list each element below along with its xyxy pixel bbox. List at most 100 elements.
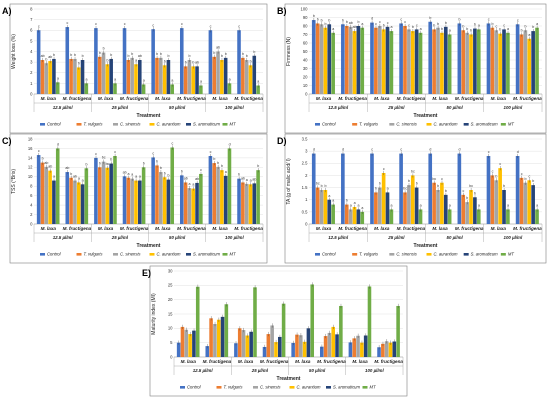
significance-letter: a bbox=[449, 204, 451, 208]
x-tick-label: M. fructigena bbox=[120, 226, 149, 231]
legend-label: C. sinensis bbox=[120, 122, 141, 127]
bar bbox=[126, 177, 131, 224]
significance-letter: a bbox=[143, 79, 145, 83]
bar bbox=[256, 85, 260, 94]
bar bbox=[370, 153, 374, 224]
legend-label: S. aromaticum bbox=[333, 385, 361, 390]
significance-letter: a bbox=[139, 175, 141, 179]
significance-letter: a bbox=[85, 77, 87, 81]
significance-letter: b bbox=[325, 22, 327, 26]
significance-letter: d bbox=[313, 148, 315, 152]
bar bbox=[352, 207, 357, 224]
bar bbox=[443, 194, 448, 224]
bar bbox=[315, 187, 320, 224]
bar bbox=[399, 23, 403, 95]
x-tick-label: M. fructigena bbox=[177, 226, 206, 231]
concentration-label: 25 µl/ml bbox=[111, 105, 129, 110]
y-tick-label: 40 bbox=[303, 57, 308, 62]
significance-letter: ab bbox=[65, 166, 69, 170]
legend-label: S. aromaticum bbox=[193, 252, 221, 257]
significance-letter: c bbox=[152, 23, 154, 27]
significance-letter: bc bbox=[106, 162, 110, 166]
bar bbox=[465, 202, 469, 224]
bar bbox=[151, 157, 155, 224]
significance-letter: ab bbox=[73, 175, 77, 179]
concentration-label: 25 µl/ml bbox=[387, 105, 405, 110]
bar bbox=[245, 335, 250, 357]
significance-letter: c bbox=[404, 20, 406, 24]
bar bbox=[348, 26, 353, 95]
x-tick-label: M. laxa bbox=[98, 226, 114, 231]
y-tick-label: 0 bbox=[305, 91, 308, 96]
chart-panel-5: E) 0 5 10 15 20 25 30 Maturity index (MI) M. laxa… bbox=[142, 265, 408, 397]
significance-letter: b bbox=[321, 18, 323, 22]
concentration-label: 100 µl/ml bbox=[504, 235, 523, 240]
bar bbox=[476, 29, 481, 94]
y-tick-label: 7 bbox=[30, 17, 33, 22]
x-tick-label: M. fructigena bbox=[203, 359, 232, 364]
bar bbox=[447, 34, 452, 94]
bar bbox=[457, 23, 462, 95]
bar bbox=[208, 30, 213, 94]
bar bbox=[473, 28, 477, 94]
bar bbox=[234, 343, 238, 357]
bar bbox=[158, 172, 163, 224]
legend-label: Control bbox=[47, 252, 62, 257]
bar bbox=[339, 305, 343, 357]
significance-letter: c bbox=[375, 22, 377, 26]
y-tick-label: 10 bbox=[28, 174, 33, 179]
significance-letter: a bbox=[387, 187, 389, 191]
bar bbox=[249, 331, 253, 357]
y-axis-label: TA (g of malic acid/ l) bbox=[286, 158, 292, 205]
significance-letter: a bbox=[354, 201, 356, 205]
significance-letter: b bbox=[103, 47, 105, 51]
significance-letter: ab bbox=[48, 165, 52, 169]
bar bbox=[389, 209, 394, 224]
legend-swatch bbox=[426, 253, 432, 256]
bar bbox=[237, 328, 242, 357]
legend-swatch bbox=[40, 123, 45, 126]
significance-letter: a bbox=[391, 204, 393, 208]
bar bbox=[76, 182, 81, 224]
legend-swatch bbox=[76, 253, 82, 256]
bar bbox=[410, 31, 415, 95]
bar bbox=[531, 31, 535, 95]
significance-letter: b bbox=[99, 51, 101, 55]
x-tick-label: M. fructigena bbox=[234, 96, 263, 101]
significance-letter: b bbox=[416, 182, 418, 186]
bar bbox=[180, 326, 185, 357]
y-tick-label: 0 bbox=[30, 221, 33, 226]
y-tick-label: 6 bbox=[30, 193, 33, 198]
y-tick-label: 50 bbox=[303, 49, 308, 54]
concentration-label: 50 µl/ml bbox=[169, 105, 186, 110]
concentration-label: 12.5 µl/ml bbox=[53, 105, 74, 110]
bar bbox=[266, 334, 271, 357]
y-tick-label: 3 bbox=[30, 60, 33, 65]
panel-title: A) bbox=[2, 6, 12, 16]
bar bbox=[327, 332, 332, 357]
significance-letter: a bbox=[361, 206, 363, 210]
bar bbox=[252, 55, 257, 94]
bar bbox=[187, 60, 192, 94]
panel-title: B) bbox=[277, 6, 287, 16]
bar bbox=[134, 64, 138, 94]
significance-letter: a bbox=[257, 80, 259, 84]
legend-swatch bbox=[113, 123, 118, 126]
significance-letter: b bbox=[474, 191, 476, 195]
y-tick-label: 4 bbox=[30, 49, 33, 54]
significance-letter: a bbox=[135, 58, 137, 62]
bar bbox=[248, 184, 253, 224]
significance-letter: c bbox=[441, 177, 443, 181]
bar bbox=[331, 204, 335, 224]
significance-letter: b bbox=[164, 59, 166, 63]
significance-letter: b bbox=[313, 14, 315, 18]
y-tick-label: 5 bbox=[170, 340, 173, 345]
legend-swatch bbox=[362, 386, 368, 389]
significance-letter: c bbox=[38, 149, 40, 153]
bar bbox=[212, 56, 216, 94]
significance-letter: bc bbox=[102, 156, 106, 160]
bar bbox=[97, 167, 102, 224]
y-tick-label: 90 bbox=[303, 15, 308, 20]
